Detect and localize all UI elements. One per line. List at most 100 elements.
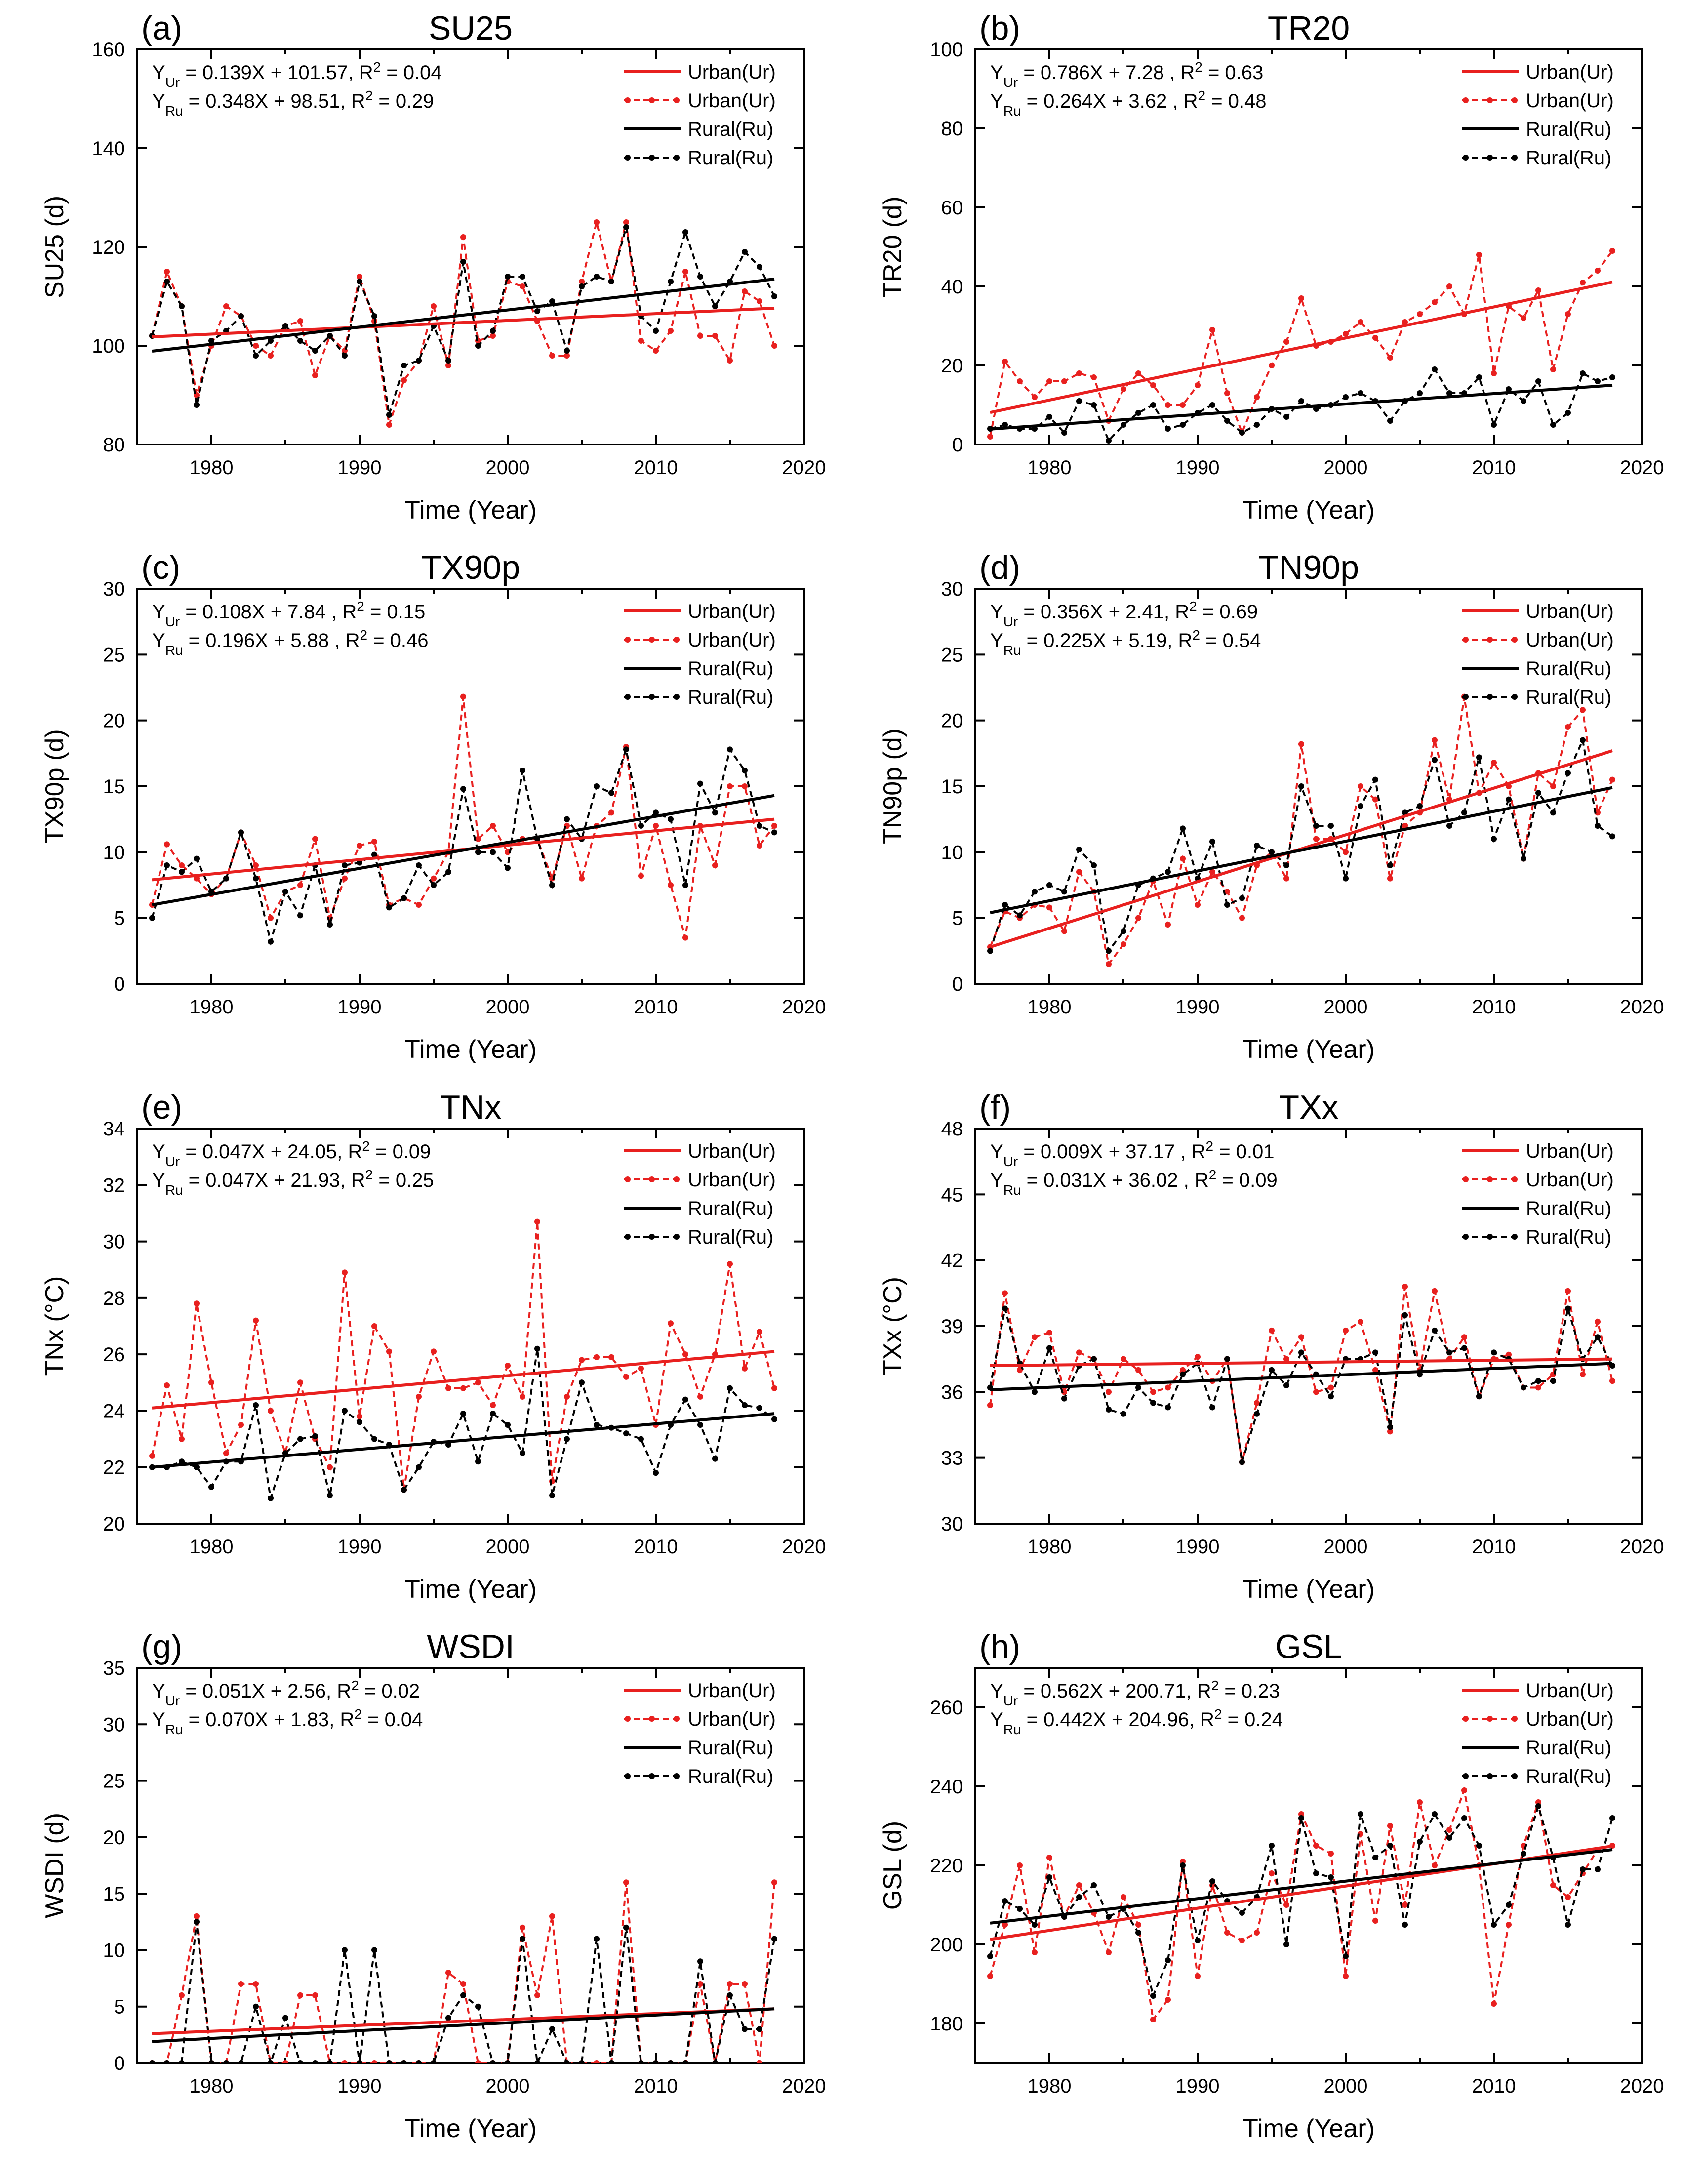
series-group — [987, 1786, 1615, 2022]
rural-data-point — [1165, 1404, 1171, 1411]
urban-data-point — [357, 274, 362, 280]
urban-data-point — [534, 1218, 540, 1225]
urban-data-point — [1209, 327, 1215, 333]
urban-data-point — [179, 862, 185, 868]
urban-data-point — [1402, 319, 1408, 325]
urban-data-point — [1491, 370, 1497, 376]
urban-data-point — [1195, 902, 1201, 908]
equation-part: = 0.442X + 204.96, R — [1021, 1709, 1214, 1731]
equation-part: Ur — [165, 614, 180, 629]
urban-data-point — [1150, 382, 1156, 388]
panel-label: (d) — [979, 549, 1020, 586]
legend-label: Urban(Ur) — [688, 1169, 776, 1191]
urban-data-point — [564, 353, 570, 359]
rural-data-point — [1017, 1906, 1023, 1912]
rural-data-point — [282, 2015, 288, 2021]
y-tick-label: 26 — [103, 1344, 125, 1366]
urban-data-point — [668, 882, 674, 888]
equation-part: 2 — [1198, 88, 1206, 103]
rural-data-point — [1135, 410, 1141, 416]
equation-part: Ru — [165, 643, 183, 658]
rural-data-point — [401, 363, 407, 368]
urban-data-point — [1106, 1949, 1112, 1955]
urban-data-point — [1580, 1371, 1586, 1377]
rural-data-point — [1180, 422, 1186, 428]
urban-data-point — [208, 1379, 214, 1386]
rural-data-point — [1595, 378, 1601, 384]
equation-part: = 0.356X + 2.41, R — [1018, 601, 1189, 623]
rural-data-point — [1446, 390, 1452, 396]
y-tick-label: 20 — [941, 355, 963, 377]
rural-data-point — [1135, 1930, 1141, 1936]
rural-data-point — [1446, 823, 1452, 829]
urban-data-point — [475, 1379, 481, 1386]
equation-part: = 0.02 — [359, 1680, 420, 1702]
urban-data-point — [194, 1300, 200, 1307]
y-tick-label: 15 — [103, 776, 125, 798]
urban-data-point — [1491, 760, 1497, 766]
equation-part: 2 — [1195, 59, 1202, 75]
legend-label: Rural(Ru) — [1526, 147, 1611, 169]
urban-data-point — [1165, 402, 1171, 408]
x-tick-label: 2000 — [1324, 457, 1368, 479]
rural-data-point — [164, 2060, 170, 2063]
rural-data-point — [1491, 1922, 1497, 1928]
rural-data-point — [1209, 1878, 1215, 1884]
urban-regression-equation: YUr = 0.562X + 200.71, R2 = 0.23 — [990, 1678, 1280, 1708]
urban-data-point — [431, 875, 437, 882]
y-tick-label: 22 — [103, 1457, 125, 1479]
rural-trend-line — [152, 2007, 775, 2043]
urban-data-point — [682, 934, 688, 941]
rural-data-point — [1476, 374, 1482, 380]
rural-data-point — [401, 2060, 407, 2063]
equation-part: = 0.348X + 98.51, R — [183, 90, 365, 112]
y-tick-label: 32 — [103, 1174, 125, 1196]
legend-marker — [1463, 1176, 1469, 1182]
urban-data-point — [1224, 390, 1230, 396]
urban-data-point — [1076, 370, 1082, 376]
urban-data-point — [594, 1354, 600, 1360]
rural-data-point — [564, 2060, 570, 2063]
legend-label: Urban(Ur) — [688, 61, 776, 83]
urban-data-point — [1609, 1378, 1615, 1384]
rural-data-point — [1565, 1305, 1571, 1312]
urban-data-point — [623, 1374, 629, 1380]
legend-marker — [1487, 1773, 1493, 1779]
x-tick-label: 2010 — [634, 996, 678, 1018]
rural-data-point — [1091, 1882, 1097, 1888]
urban-regression-equation: YUr = 0.047X + 24.05, R2 = 0.09 — [152, 1138, 431, 1169]
rural-data-point — [179, 2060, 185, 2063]
y-axis-label: TN90p (d) — [879, 728, 907, 844]
rural-data-point — [1283, 862, 1289, 868]
equation-part: 2 — [373, 59, 381, 75]
rural-data-point — [594, 1422, 600, 1428]
x-tick-label: 1980 — [1028, 457, 1072, 479]
equation-part: Y — [990, 1709, 1003, 1731]
rural-data-point — [327, 2060, 333, 2063]
urban-data-point — [1506, 1351, 1512, 1358]
equation-part: Y — [152, 1170, 165, 1191]
rural-data-point — [1076, 847, 1082, 852]
equation-part: Ru — [165, 1722, 183, 1737]
urban-data-point — [1106, 961, 1112, 967]
y-tick-label: 15 — [103, 1883, 125, 1905]
rural-data-point — [1328, 1393, 1334, 1400]
urban-data-point — [623, 219, 629, 225]
urban-data-point — [371, 1323, 377, 1329]
rural-data-point — [1076, 1894, 1082, 1900]
rural-data-point — [594, 783, 600, 789]
urban-data-point — [253, 1981, 259, 1987]
equation-part: Ur — [165, 1154, 180, 1169]
urban-data-point — [1283, 875, 1289, 882]
rural-data-point — [668, 279, 674, 284]
rural-data-point — [623, 1430, 629, 1437]
urban-data-point — [1017, 378, 1023, 384]
urban-data-point — [1195, 1973, 1201, 1979]
urban-data-point — [1002, 1922, 1008, 1928]
rural-data-point — [1254, 843, 1260, 849]
x-axis-label: Time (Year) — [1242, 1035, 1375, 1064]
urban-data-point — [1135, 370, 1141, 376]
urban-data-point — [1521, 315, 1526, 321]
panel-title: TN90p — [1258, 549, 1359, 586]
urban-data-point — [638, 1365, 644, 1372]
